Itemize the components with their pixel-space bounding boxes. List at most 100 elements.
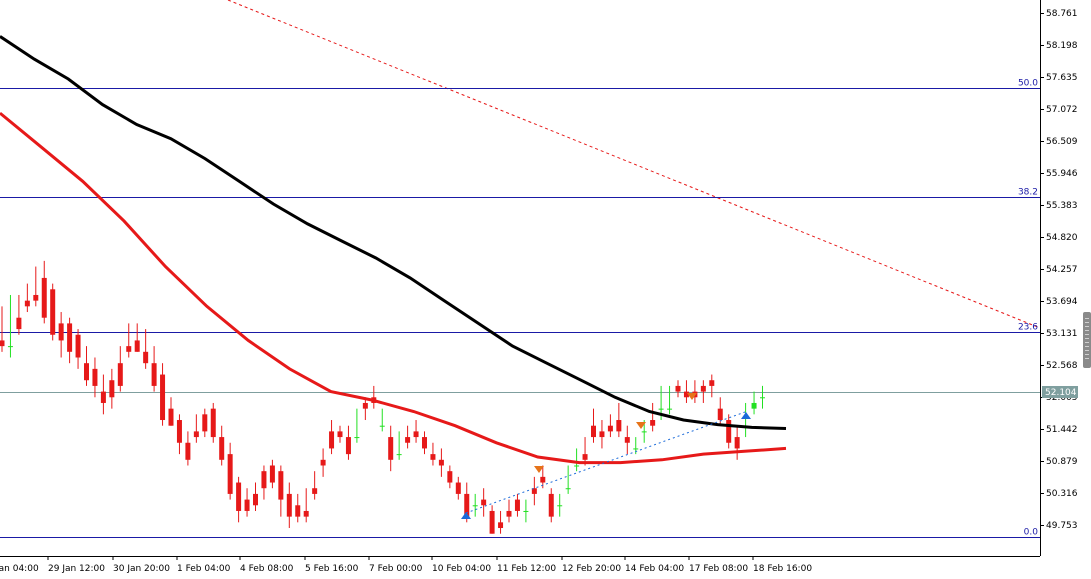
candle-body[interactable]	[50, 289, 56, 335]
candle-body[interactable]	[295, 505, 301, 517]
candle-body[interactable]	[405, 437, 411, 443]
candle-body[interactable]	[633, 448, 639, 450]
candle-body[interactable]	[168, 408, 174, 426]
candle-body[interactable]	[193, 431, 199, 438]
candle-body[interactable]	[523, 510, 529, 512]
candle-body[interactable]	[607, 425, 613, 432]
ma-black-line[interactable]	[0, 35, 787, 430]
arrow-down-icon	[636, 422, 646, 429]
candle-body[interactable]	[303, 510, 309, 517]
candle-body[interactable]	[24, 300, 30, 307]
candle-body[interactable]	[176, 420, 182, 443]
candle-body[interactable]	[0, 340, 5, 347]
candle-body[interactable]	[41, 277, 47, 318]
candle-body[interactable]	[185, 442, 191, 460]
fibonacci-retracement[interactable]: 50.0 38.2 23.6 0.0	[0, 79, 1040, 538]
candle-body[interactable]	[430, 454, 436, 460]
candle-body[interactable]	[16, 317, 22, 330]
candle-body[interactable]	[481, 499, 487, 506]
candle-body[interactable]	[160, 374, 166, 421]
candle-body[interactable]	[320, 459, 326, 466]
ma-red-line[interactable]	[0, 111, 787, 465]
candle-body[interactable]	[67, 323, 73, 352]
candle-body[interactable]	[92, 368, 98, 386]
candle-body[interactable]	[58, 323, 64, 341]
candle-body[interactable]	[455, 482, 461, 494]
candle-body[interactable]	[641, 431, 647, 433]
candle-body[interactable]	[236, 482, 242, 511]
candle-body[interactable]	[650, 420, 656, 426]
candle-body[interactable]	[75, 334, 81, 358]
candle-body[interactable]	[472, 505, 478, 507]
candle-body[interactable]	[422, 437, 427, 449]
price-tick-label: 56.509	[1046, 137, 1078, 147]
candle-body[interactable]	[751, 402, 757, 409]
candle-body[interactable]	[709, 380, 715, 386]
candle-body[interactable]	[514, 499, 520, 511]
candle-body[interactable]	[557, 505, 563, 507]
candle-body[interactable]	[599, 431, 605, 438]
candle-body[interactable]	[582, 454, 588, 460]
candle-body[interactable]	[210, 408, 216, 438]
candle-body[interactable]	[760, 397, 765, 399]
candle-body[interactable]	[489, 510, 495, 534]
candle-body[interactable]	[84, 363, 89, 381]
candle-body[interactable]	[33, 294, 39, 301]
candle-body[interactable]	[354, 437, 360, 439]
candle-body[interactable]	[683, 391, 689, 398]
candle-body[interactable]	[202, 414, 208, 432]
candle-body[interactable]	[345, 437, 351, 455]
candle-body[interactable]	[591, 425, 596, 438]
candle-body[interactable]	[413, 431, 419, 438]
candle-body[interactable]	[109, 380, 115, 398]
candle-body[interactable]	[396, 454, 402, 456]
candle-body[interactable]	[100, 391, 106, 403]
trend-line[interactable]	[227, 0, 1041, 329]
time-tick-label: 11 Feb 12:00	[497, 564, 556, 574]
candle-body[interactable]	[227, 454, 233, 494]
candle-body[interactable]	[726, 420, 732, 443]
candle-body[interactable]	[574, 465, 580, 467]
candle-body[interactable]	[506, 510, 512, 517]
candle-body[interactable]	[388, 437, 394, 460]
candle-body[interactable]	[253, 493, 258, 506]
candle-body[interactable]	[548, 493, 554, 517]
candle-body[interactable]	[616, 420, 622, 432]
candle-body[interactable]	[464, 493, 470, 517]
candle-body[interactable]	[540, 476, 546, 483]
candle-body[interactable]	[667, 408, 673, 410]
candle-body[interactable]	[117, 363, 123, 386]
candle-body[interactable]	[447, 471, 453, 483]
candle-body[interactable]	[278, 471, 284, 500]
scroll-handle[interactable]	[1083, 312, 1091, 368]
candle-body[interactable]	[7, 346, 13, 348]
candle-body[interactable]	[379, 425, 385, 427]
time-tick-label: 4 Feb 08:00	[240, 564, 294, 574]
candle-body[interactable]	[143, 351, 149, 364]
candle-body[interactable]	[658, 408, 664, 410]
candle-body[interactable]	[700, 385, 706, 392]
price-tick-label: 55.383	[1046, 201, 1078, 211]
candle-body[interactable]	[269, 465, 275, 483]
candle-body[interactable]	[362, 402, 368, 409]
candle-body[interactable]	[134, 340, 140, 352]
candle-body[interactable]	[438, 459, 444, 466]
candle-body[interactable]	[717, 408, 723, 421]
candle-body[interactable]	[531, 488, 537, 494]
candle-body[interactable]	[286, 493, 292, 517]
candle-body[interactable]	[498, 522, 504, 529]
candle-body[interactable]	[675, 385, 681, 392]
candle-body[interactable]	[329, 431, 335, 449]
candle-body[interactable]	[337, 431, 343, 438]
candle-body[interactable]	[151, 363, 157, 386]
candle-body[interactable]	[219, 437, 225, 460]
candle-body[interactable]	[126, 346, 132, 352]
candle-body[interactable]	[261, 471, 267, 489]
current-price-tag: 52.104	[1042, 386, 1078, 398]
candle-body[interactable]	[565, 488, 571, 490]
candle-body[interactable]	[734, 437, 740, 449]
candle-body[interactable]	[624, 437, 630, 443]
candle-body[interactable]	[244, 499, 250, 511]
candle-body[interactable]	[312, 488, 318, 494]
